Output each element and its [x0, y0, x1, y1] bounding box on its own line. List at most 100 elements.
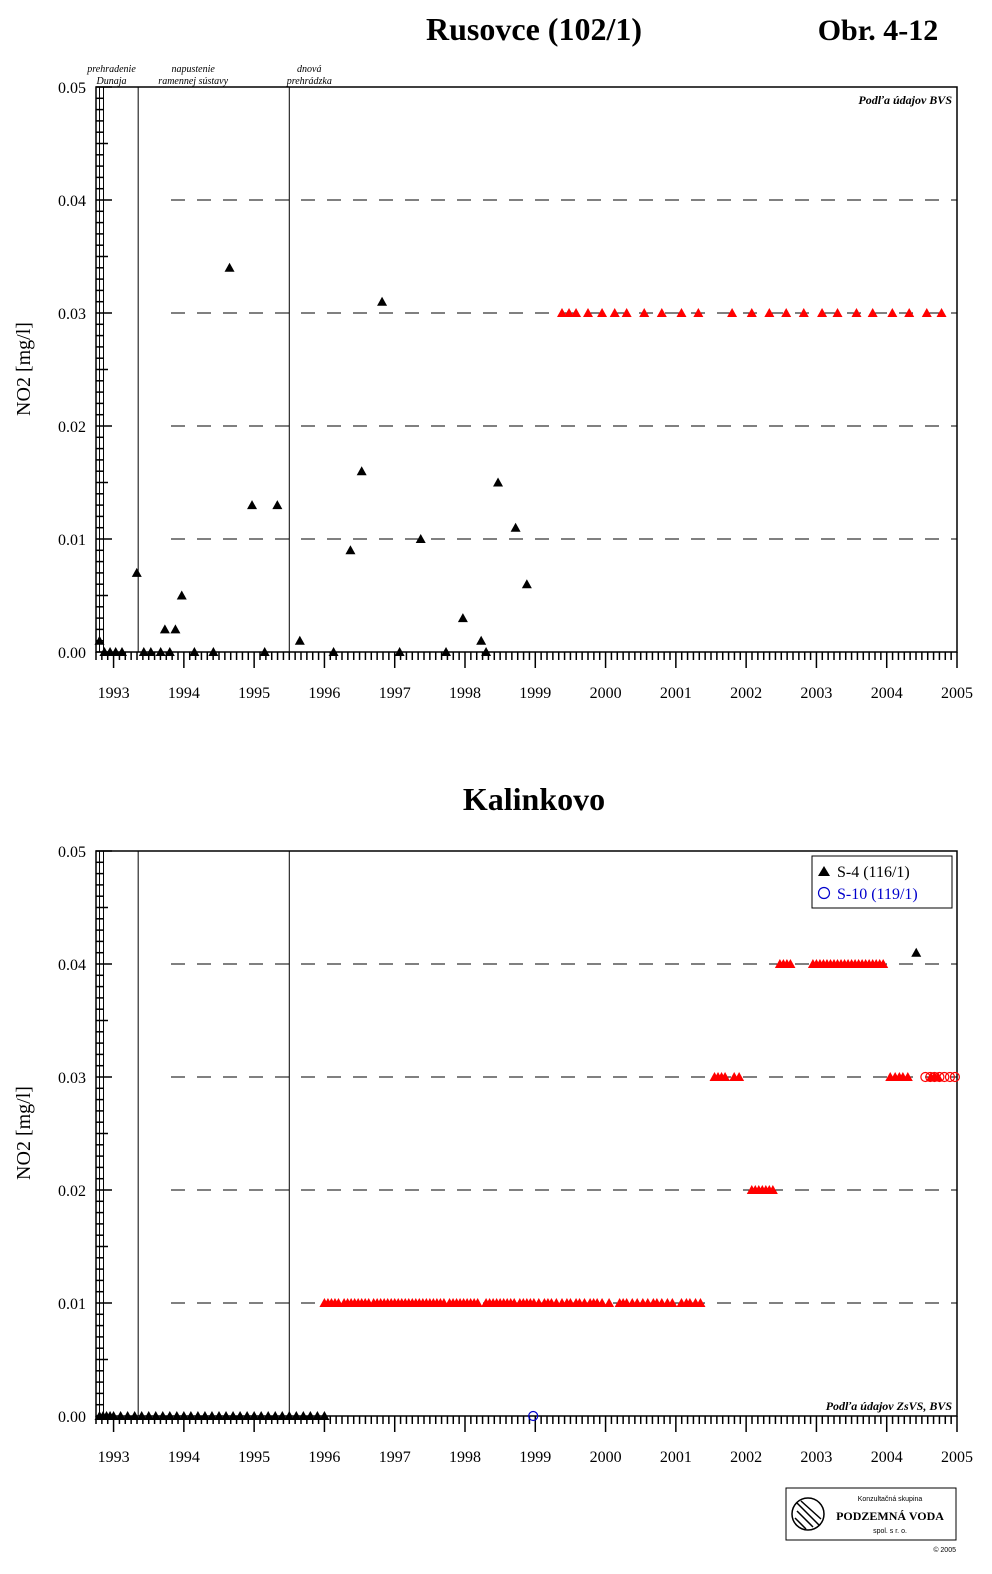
data-point	[867, 308, 878, 317]
data-series	[528, 1410, 539, 1422]
data-point	[259, 647, 270, 656]
data-point	[305, 1411, 316, 1420]
data-point	[270, 1411, 281, 1420]
data-series	[920, 1071, 960, 1083]
data-point	[155, 647, 166, 656]
y-axis: 0.00 0.01 0.02 0.03 0.04 0.05	[58, 80, 112, 662]
x-tick-label: 2005	[941, 685, 973, 702]
data-point	[249, 1411, 260, 1420]
data-point	[911, 947, 922, 957]
data-point	[939, 1071, 950, 1083]
data-point	[224, 262, 235, 272]
data-point	[115, 1411, 126, 1420]
data-point	[319, 1411, 330, 1420]
x-tick-label: 2002	[730, 1449, 762, 1466]
data-point	[214, 1411, 224, 1420]
y-axis-label: NO2 [mg/l]	[13, 1086, 35, 1180]
data-series	[319, 959, 944, 1307]
logo-line2: PODZEMNÁ VODA	[836, 1509, 944, 1523]
data-point	[272, 500, 283, 510]
data-point	[235, 1411, 246, 1420]
data-point	[521, 579, 532, 589]
data-point	[798, 308, 809, 317]
data-point	[781, 308, 792, 317]
data-point	[312, 1411, 323, 1420]
data-point	[208, 647, 219, 656]
data-point	[887, 308, 898, 317]
data-point	[934, 1071, 945, 1083]
data-point	[356, 466, 367, 476]
y-axis-label: NO2 [mg/l]	[13, 322, 35, 416]
x-tick-label: 1997	[379, 685, 411, 702]
data-point	[263, 1411, 274, 1420]
data-point	[178, 1411, 189, 1420]
data-point	[949, 1071, 960, 1083]
data-point	[284, 1411, 295, 1420]
data-point	[936, 308, 947, 317]
data-point	[493, 477, 504, 487]
legend-label-s10: S-10 (119/1)	[837, 886, 918, 903]
data-series	[94, 262, 532, 656]
x-tick-label: 2005	[941, 1449, 973, 1466]
data-point	[851, 308, 862, 317]
x-axis: 1993 1994 1995 1996 1997 1998 1999 2000 2001 2002…	[95, 1416, 973, 1466]
legend-marker-triangle	[818, 866, 830, 876]
y-tick-label: 0.04	[58, 193, 86, 210]
event-annotation: dnová	[297, 64, 321, 75]
data-point	[695, 1298, 706, 1307]
x-tick-label: 2000	[590, 685, 622, 702]
chart-rusovce: Rusovce (102/1) Obr. 4-12 NO2 [mg/l] Pod…	[13, 11, 973, 702]
data-point	[597, 1298, 608, 1307]
x-tick-label: 1999	[519, 1449, 551, 1466]
data-point	[621, 308, 632, 317]
data-point	[832, 308, 843, 317]
data-point	[597, 308, 608, 317]
x-tick-label: 1995	[238, 1449, 270, 1466]
legend-label-s4: S-4 (116/1)	[837, 864, 910, 881]
x-tick-label: 1993	[98, 685, 130, 702]
data-point	[556, 308, 567, 317]
logo-line3: spol. s r. o.	[873, 1528, 907, 1535]
data-point	[185, 1411, 196, 1420]
x-tick-label: 1994	[168, 1449, 200, 1466]
data-point	[294, 635, 305, 645]
y-axis: 0.00 0.01 0.02 0.03 0.04 0.05	[58, 844, 112, 1426]
y-tick-label: 0.03	[58, 306, 86, 323]
data-point	[150, 1411, 161, 1420]
data-point	[164, 647, 175, 656]
data-point	[639, 308, 650, 317]
y-tick-label: 0.03	[58, 1070, 86, 1087]
data-point	[164, 1411, 175, 1420]
plot-frame	[95, 86, 958, 653]
x-tick-label: 1999	[519, 685, 551, 702]
y-tick-label: 0.05	[58, 844, 86, 861]
data-point	[145, 647, 156, 656]
x-tick-label: 2004	[871, 685, 903, 702]
data-point	[228, 1411, 239, 1420]
x-tick-label: 1996	[308, 1449, 340, 1466]
y-tick-label: 0.01	[58, 532, 86, 549]
data-point	[764, 308, 775, 317]
y-tick-label: 0.02	[58, 1183, 86, 1200]
data-point	[528, 1410, 539, 1422]
x-tick-label: 1995	[238, 685, 270, 702]
data-point	[394, 647, 405, 656]
x-tick-label: 1994	[168, 685, 200, 702]
x-tick-label: 1998	[449, 1449, 481, 1466]
data-point	[94, 635, 105, 645]
data-point	[242, 1411, 253, 1420]
x-axis: 1993 1994 1995 1996 1997 1998 1999 2000 2001 2002…	[95, 652, 973, 702]
data-point	[189, 647, 200, 656]
chart-kalinkovo: Kalinkovo NO2 [mg/l] Podľa údajov ZsVS, …	[13, 781, 973, 1466]
data-point	[143, 1411, 154, 1420]
data-point	[192, 1411, 203, 1420]
legend: S-4 (116/1) S-10 (119/1)	[811, 855, 953, 909]
event-annotation: prehrádzka	[286, 76, 332, 87]
data-point	[734, 1072, 745, 1081]
data-point	[944, 1071, 956, 1083]
x-tick-label: 2002	[730, 685, 762, 702]
data-point	[472, 1298, 483, 1307]
data-point	[571, 308, 582, 317]
data-point	[441, 647, 452, 656]
